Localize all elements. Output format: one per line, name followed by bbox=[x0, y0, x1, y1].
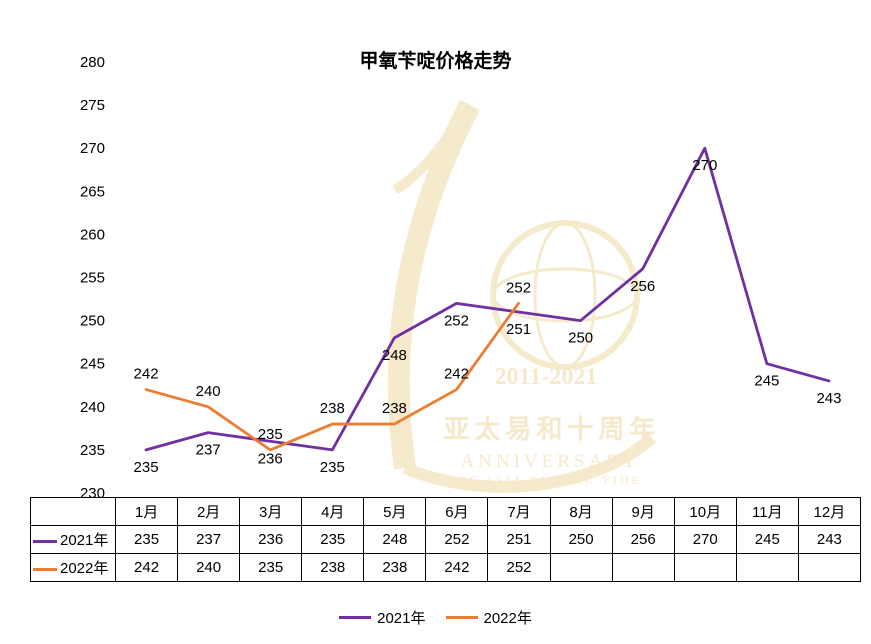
data-label: 236 bbox=[258, 450, 283, 467]
watermark-swoosh bbox=[387, 99, 480, 470]
data-label: 248 bbox=[382, 347, 407, 364]
table-value-cell: 238 bbox=[301, 553, 365, 582]
series-swatch bbox=[33, 539, 57, 543]
watermark-en-text-2: OF ASIA PACIFIC YIHE bbox=[458, 473, 642, 487]
y-axis-tick: 255 bbox=[80, 270, 105, 287]
y-axis-tick: 260 bbox=[80, 226, 105, 243]
data-label: 240 bbox=[196, 383, 221, 400]
watermark-globe-meridian bbox=[533, 221, 597, 369]
table-corner-cell bbox=[30, 497, 116, 526]
series-name: 2022年 bbox=[60, 560, 109, 577]
table-value-cell: 252 bbox=[487, 553, 551, 582]
watermark-years: 2011-2021 bbox=[495, 364, 598, 390]
data-label: 243 bbox=[816, 390, 841, 407]
y-axis-tick: 280 bbox=[80, 54, 105, 71]
month-header-cell: 1月 bbox=[114, 497, 179, 526]
y-axis-tick: 265 bbox=[80, 183, 105, 200]
table-value-cell: 245 bbox=[735, 525, 799, 554]
table-row-2021年: 2021年 235 237 236 235 248 252 251 250 256 270 245 24… bbox=[30, 525, 861, 554]
table-row-2022年: 2022年 242 240 235 238 238 242 252 bbox=[30, 553, 861, 582]
chart-title: 甲氧苄啶价格走势 bbox=[359, 51, 512, 72]
table-value-cell: 250 bbox=[549, 525, 613, 554]
series-name: 2021年 bbox=[60, 532, 109, 549]
legend-line-swatch bbox=[445, 616, 478, 619]
legend-line-swatch bbox=[339, 616, 372, 619]
legend-item-2021年: 2021年 bbox=[339, 607, 426, 628]
table-value-cell: 235 bbox=[239, 553, 303, 582]
data-label: 242 bbox=[444, 366, 469, 383]
legend-item-2022年: 2022年 bbox=[445, 607, 532, 628]
table-value-cell bbox=[673, 553, 737, 582]
table-value-cell bbox=[549, 553, 613, 582]
table-header-row: 1月 2月 3月 4月 5月 6月 7月 8月 9月 10月 11月 12月 bbox=[30, 497, 861, 526]
watermark-cn-text: 亚太易和十周年 bbox=[443, 414, 660, 444]
data-label: 250 bbox=[568, 330, 593, 347]
data-label: 270 bbox=[692, 157, 717, 174]
data-label: 235 bbox=[320, 459, 345, 476]
watermark-en-text-1: ANNIVERSARY bbox=[460, 451, 639, 472]
month-header-cell: 12月 bbox=[797, 497, 861, 526]
table-value-cell bbox=[611, 553, 675, 582]
data-label: 238 bbox=[320, 400, 345, 417]
table-value-cell: 240 bbox=[177, 553, 241, 582]
series-line-2022年 bbox=[144, 301, 520, 452]
data-table: 1月 2月 3月 4月 5月 6月 7月 8月 9月 10月 11月 12月 2021年 235 237 23… bbox=[30, 497, 861, 582]
table-value-cell: 248 bbox=[363, 525, 427, 554]
month-header-cell: 4月 bbox=[301, 497, 365, 526]
month-header-cell: 11月 bbox=[735, 497, 799, 526]
plot-layer: 2302352402452502552602652702752802352372… bbox=[80, 54, 842, 502]
watermark-globe-parallel bbox=[491, 267, 639, 323]
series-label-cell: 2021年 bbox=[30, 525, 116, 554]
data-label: 251 bbox=[506, 321, 531, 338]
table-value-cell: 243 bbox=[797, 525, 861, 554]
table-value-cell: 242 bbox=[425, 553, 489, 582]
y-axis-tick: 245 bbox=[80, 356, 105, 373]
table-value-cell: 235 bbox=[301, 525, 365, 554]
month-header-cell: 7月 bbox=[487, 497, 551, 526]
month-header-cell: 10月 bbox=[673, 497, 737, 526]
table-value-cell: 238 bbox=[363, 553, 427, 582]
table-value-cell: 252 bbox=[425, 525, 489, 554]
legend-label: 2021年 bbox=[377, 610, 426, 627]
series-line-2021年 bbox=[144, 146, 831, 452]
legend-label: 2022年 bbox=[483, 610, 532, 627]
table-value-cell bbox=[797, 553, 861, 582]
data-label: 256 bbox=[630, 278, 655, 295]
y-axis-tick: 250 bbox=[80, 313, 105, 330]
y-axis-tick: 275 bbox=[80, 97, 105, 114]
data-label: 237 bbox=[196, 442, 221, 459]
table-value-cell: 256 bbox=[611, 525, 675, 554]
y-axis-tick: 235 bbox=[80, 442, 105, 459]
data-label: 252 bbox=[506, 279, 531, 296]
month-header-cell: 2月 bbox=[177, 497, 241, 526]
y-axis-tick: 240 bbox=[80, 399, 105, 416]
series-swatch bbox=[33, 567, 57, 571]
data-label: 238 bbox=[382, 400, 407, 417]
data-label: 242 bbox=[134, 366, 159, 383]
watermark-logo: 2011-2021 亚太易和十周年 ANNIVERSARY OF ASIA PA… bbox=[387, 99, 660, 493]
data-label: 235 bbox=[258, 426, 283, 443]
table-value-cell: 251 bbox=[487, 525, 551, 554]
series-label-cell: 2022年 bbox=[30, 553, 116, 582]
month-header-cell: 9月 bbox=[611, 497, 675, 526]
month-header-cell: 6月 bbox=[425, 497, 489, 526]
table-value-cell: 236 bbox=[239, 525, 303, 554]
table-value-cell: 235 bbox=[114, 525, 179, 554]
data-label: 235 bbox=[134, 459, 159, 476]
month-header-cell: 8月 bbox=[549, 497, 613, 526]
table-value-cell: 242 bbox=[114, 553, 179, 582]
table-value-cell bbox=[735, 553, 799, 582]
month-header-cell: 3月 bbox=[239, 497, 303, 526]
chart-legend: 2021年 2022年 bbox=[0, 607, 871, 628]
table-value-cell: 270 bbox=[673, 525, 737, 554]
data-label: 252 bbox=[444, 312, 469, 329]
y-axis-tick: 270 bbox=[80, 140, 105, 157]
watermark-swoosh-top bbox=[392, 102, 475, 195]
table-value-cell: 237 bbox=[177, 525, 241, 554]
month-header-cell: 5月 bbox=[363, 497, 427, 526]
watermark-swoosh-bottom bbox=[402, 433, 656, 493]
data-label: 245 bbox=[754, 373, 779, 390]
